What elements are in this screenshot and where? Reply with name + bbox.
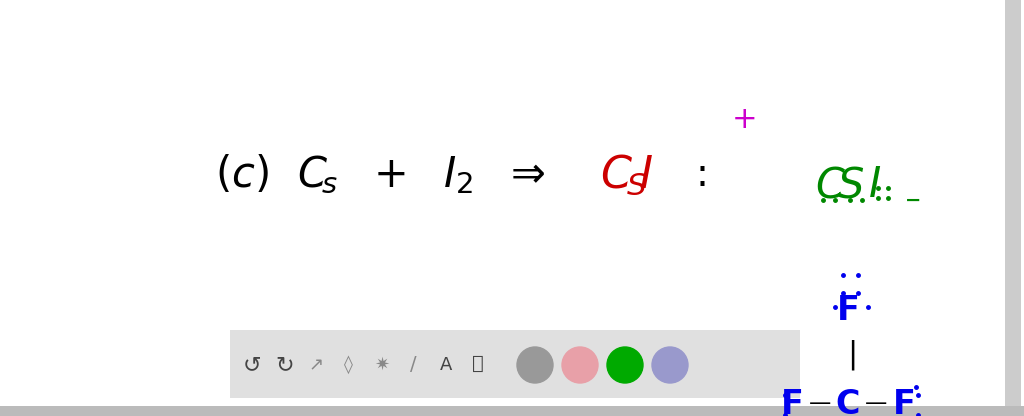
Text: /: / <box>410 356 417 374</box>
Text: $(c)\ \ C_{\!s}\ \ +\ \ I_2\ \ \Rightarrow\!$: $(c)\ \ C_{\!s}\ \ +\ \ I_2\ \ \Rightarr… <box>215 154 545 197</box>
Text: ↻: ↻ <box>275 355 294 375</box>
Text: −: − <box>905 191 922 210</box>
Text: F: F <box>893 389 915 416</box>
Bar <box>0 406 1024 416</box>
Text: A: A <box>440 356 453 374</box>
Circle shape <box>517 347 553 383</box>
Text: F: F <box>837 294 859 327</box>
Circle shape <box>607 347 643 383</box>
Text: F: F <box>780 389 804 416</box>
Text: ↺: ↺ <box>243 355 261 375</box>
Bar <box>230 330 800 398</box>
Text: $I$: $I$ <box>868 164 882 206</box>
Circle shape <box>652 347 688 383</box>
Text: ↗: ↗ <box>308 356 324 374</box>
Text: ◊: ◊ <box>344 356 352 374</box>
Text: $C\!S$: $C\!S$ <box>815 164 864 206</box>
Bar <box>1005 0 1021 416</box>
Text: —: — <box>865 393 887 413</box>
Circle shape <box>562 347 598 383</box>
Text: :: : <box>695 156 708 194</box>
Text: $C_{\!S}\!I$: $C_{\!S}\!I$ <box>600 153 653 197</box>
Text: |: | <box>847 340 857 370</box>
Text: ⎙: ⎙ <box>472 354 484 372</box>
Text: ✷: ✷ <box>375 356 389 374</box>
Text: —: — <box>809 393 831 413</box>
Text: C: C <box>836 389 860 416</box>
Text: +: + <box>732 106 758 134</box>
